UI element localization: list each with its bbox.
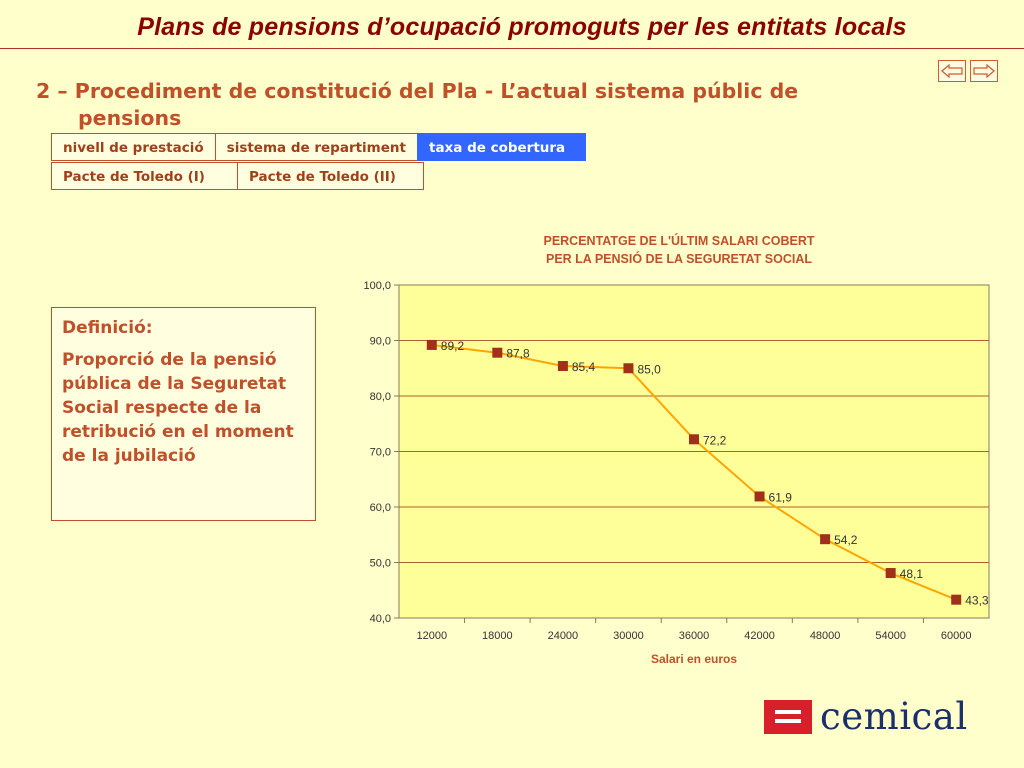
slide-navigation	[938, 60, 998, 82]
y-tick-label: 90,0	[370, 336, 391, 348]
definition-box: Definició: Proporció de la pensió públic…	[51, 307, 316, 521]
y-tick-label: 80,0	[370, 391, 391, 403]
section-heading: 2 – Procediment de constitució del Pla -…	[36, 78, 916, 132]
definition-label: Definició:	[62, 318, 153, 338]
data-point	[426, 339, 437, 350]
y-tick-label: 50,0	[370, 558, 391, 570]
arrow-right-icon	[973, 64, 995, 78]
prev-slide-button[interactable]	[938, 60, 966, 82]
data-label: 85,4	[572, 360, 596, 374]
x-tick-label: 30000	[613, 630, 644, 642]
x-tick-label: 12000	[416, 630, 447, 642]
tab-pacte-de-toledo-2[interactable]: Pacte de Toledo (II)	[237, 162, 424, 190]
data-label: 61,9	[769, 490, 793, 504]
data-label: 48,1	[900, 567, 924, 581]
logo-text: cemical	[820, 695, 968, 738]
title-divider	[0, 48, 1024, 49]
x-axis-label: Salari en euros	[651, 652, 737, 666]
equals-icon	[764, 700, 812, 734]
chart-title-line2: PER LA PENSIÓ DE LA SEGURETAT SOCIAL	[546, 251, 812, 266]
data-label: 72,2	[703, 433, 727, 447]
x-tick-label: 18000	[482, 630, 513, 642]
x-tick-label: 36000	[679, 630, 710, 642]
y-tick-label: 100,0	[363, 280, 391, 292]
data-label: 87,8	[506, 347, 530, 361]
data-point	[754, 491, 765, 502]
cemical-logo: cemical	[764, 695, 968, 738]
data-point	[820, 534, 831, 545]
x-tick-label: 54000	[875, 630, 906, 642]
y-tick-label: 60,0	[370, 502, 391, 514]
x-tick-label: 60000	[941, 630, 972, 642]
chart-title-line1: PERCENTATGE DE L'ÚLTIM SALARI COBERT	[543, 233, 814, 248]
tab-pacte-de-toledo-1[interactable]: Pacte de Toledo (I)	[51, 162, 238, 190]
data-point	[557, 361, 568, 372]
y-tick-label: 70,0	[370, 447, 391, 459]
tab-nivell-de-prestacio[interactable]: nivell de prestació	[51, 133, 216, 161]
tab-sistema-de-repartiment[interactable]: sistema de repartiment	[214, 133, 418, 161]
data-point	[885, 568, 896, 579]
page-title: Plans de pensions d’ocupació promoguts p…	[137, 13, 907, 41]
section-title-line1: Procediment de constitució del Pla - L’a…	[74, 79, 799, 103]
tab-row-2: Pacte de Toledo (I) Pacte de Toledo (II)	[51, 162, 585, 190]
x-tick-label: 48000	[810, 630, 841, 642]
arrow-left-icon	[941, 64, 963, 78]
tab-row-1: nivell de prestació sistema de repartime…	[51, 133, 586, 161]
section-title-line2: pensions	[78, 106, 182, 130]
x-tick-label: 42000	[744, 630, 775, 642]
tab-taxa-de-cobertura[interactable]: taxa de cobertura	[416, 133, 586, 161]
coverage-rate-chart: PERCENTATGE DE L'ÚLTIM SALARI COBERT PER …	[363, 233, 990, 666]
data-label: 89,2	[441, 339, 465, 353]
data-label: 43,3	[965, 594, 989, 608]
data-label: 54,2	[834, 533, 858, 547]
topic-tabs: nivell de prestació sistema de repartime…	[51, 133, 586, 190]
data-point	[623, 363, 634, 374]
data-point	[951, 594, 962, 605]
data-label: 85,0	[637, 362, 661, 376]
y-tick-label: 40,0	[370, 613, 391, 625]
next-slide-button[interactable]	[970, 60, 998, 82]
x-tick-label: 24000	[548, 630, 579, 642]
data-point	[689, 434, 699, 445]
definition-text: Proporció de la pensió pública de la Seg…	[62, 350, 294, 466]
data-point	[492, 347, 503, 358]
section-number: 2 –	[36, 79, 68, 103]
